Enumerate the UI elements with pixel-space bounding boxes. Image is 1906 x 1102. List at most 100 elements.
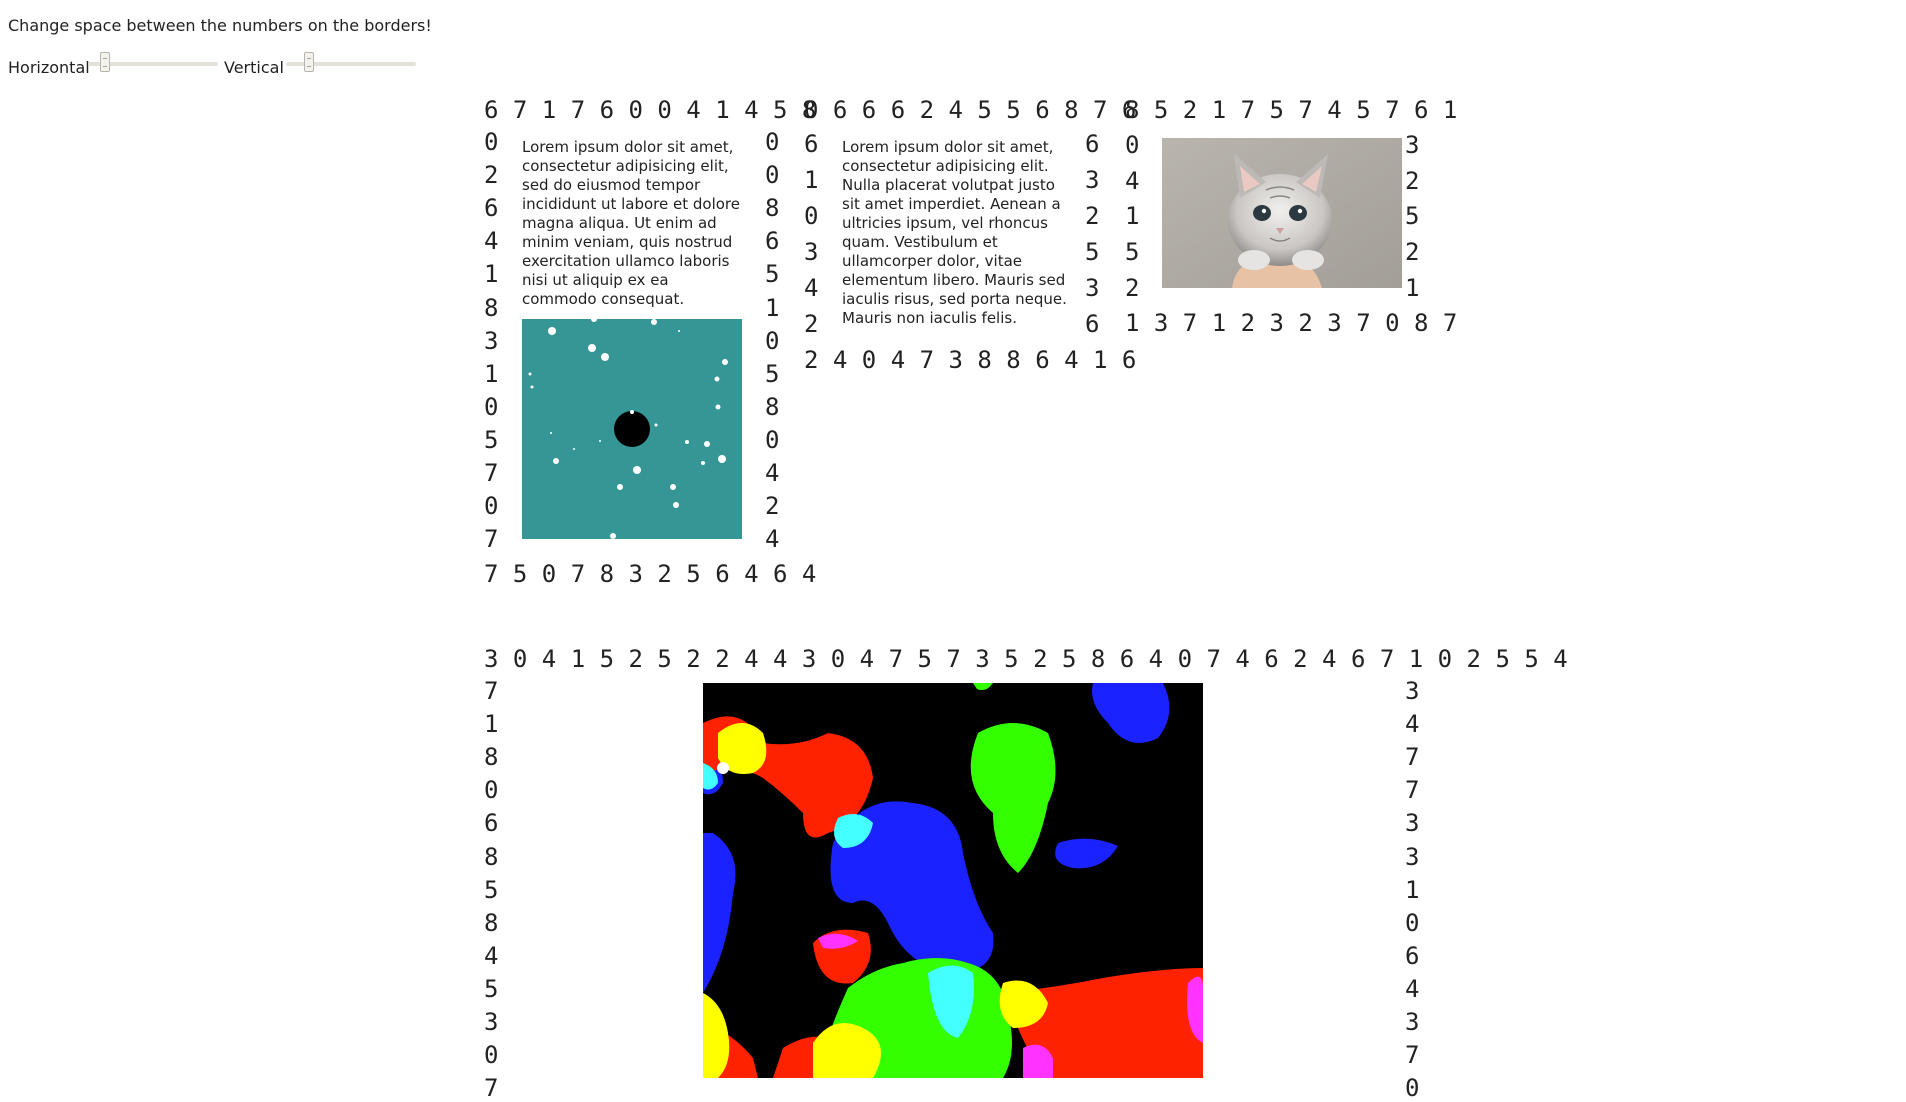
border-digit: 0 [1125,131,1140,159]
vertical-slider[interactable] [286,52,416,72]
border-digit: 3 [1405,131,1420,159]
border-digit: 4 [1125,166,1140,195]
border-digit: 6 [484,809,499,838]
border-digit: 0 [765,425,780,454]
border-digit: 7 [484,525,499,554]
border-digit: 3 [1085,274,1100,302]
border-digit: 6 [804,130,819,158]
box1-lorem-text: Lorem ipsum dolor sit amet, consectetur … [522,138,740,308]
border-digit: 3 [1085,166,1100,194]
border-digit: 5 [484,974,499,1003]
border-digit: 1 [804,166,819,194]
border-digit: 8 [484,743,499,772]
box3-bottom-border-numbers: 1 3 7 1 2 3 2 3 7 0 8 7 [1125,309,1458,337]
box1-right-border-numbers: 0 0 8 6 5 1 0 5 8 0 4 2 4 [765,128,785,554]
border-digit: 4 [765,525,780,554]
box4-top-border-numbers: 3 0 4 1 5 2 5 2 2 4 4 3 0 4 7 5 7 3 5 2 … [484,645,1568,673]
kitten-illustration [1162,138,1402,288]
border-digit: 1 [765,293,780,322]
vertical-label: Vertical [224,58,284,77]
border-digit: 3 [1405,1008,1420,1036]
border-digit: 3 [804,238,819,266]
border-digit: 0 [765,326,780,355]
border-digit: 5 [765,359,780,388]
horizontal-slider-thumb[interactable] [100,52,110,72]
border-digit: 4 [484,227,499,256]
border-digit: 1 [484,710,499,739]
horizontal-label: Horizontal [8,58,90,77]
blobs-graphic [703,683,1203,1078]
kitten-photo [1162,138,1402,288]
border-digit: 3 [1405,842,1420,871]
border-digit: 6 [1085,130,1100,158]
border-digit: 6 [484,194,499,223]
box2-right-border-numbers: 6 3 2 5 3 6 [1085,130,1105,336]
border-digit: 8 [484,293,499,322]
border-digit: 0 [1405,908,1420,937]
box2-left-border-numbers: 6 1 0 3 4 2 [804,130,824,336]
border-digit: 3 [484,326,499,355]
color-blobs-canvas [703,683,1203,1078]
border-digit: 7 [1405,743,1420,772]
border-digit: 0 [765,128,780,156]
border-digit: 7 [1405,1041,1420,1070]
border-digit: 2 [1405,238,1420,267]
box1-bottom-border-numbers: 7 5 0 7 8 3 2 5 6 4 6 4 [484,560,817,588]
horizontal-slider[interactable] [88,52,218,72]
border-digit: 8 [765,194,780,223]
border-digit: 1 [484,260,499,289]
border-digit: 4 [765,459,780,487]
border-digit: 3 [1405,809,1420,838]
border-digit: 1 [1405,875,1420,904]
box2-top-border-numbers: 0 6 6 6 2 4 5 5 6 8 7 6 [804,96,1137,124]
border-digit: 5 [1405,202,1420,231]
teal-starfield-canvas [522,319,742,539]
starfield-graphic [528,319,728,539]
border-digit: 6 [1405,941,1420,970]
border-digit: 5 [484,875,499,904]
box2-lorem-text: Lorem ipsum dolor sit amet, consectetur … [842,138,1067,327]
border-digit: 4 [804,274,819,302]
border-digit: 0 [484,1041,499,1070]
border-digit: 0 [484,776,499,805]
box1-left-border-numbers: 0 2 6 4 1 8 3 1 0 5 7 0 7 [484,128,504,554]
border-digit: 2 [1085,202,1100,230]
border-digit: 7 [1405,776,1420,805]
border-digit: 7 [484,677,499,705]
border-digit: 2 [804,310,819,338]
border-digit: 5 [484,425,499,454]
box4-left-border-numbers: 7 1 8 0 6 8 5 8 4 5 3 0 7 [484,677,504,1100]
border-digit: 0 [484,128,499,156]
box4-right-border-numbers: 3 4 7 7 3 3 1 0 6 4 3 7 0 [1405,677,1425,1100]
instruction-text: Change space between the numbers on the … [8,16,432,35]
border-digit: 0 [804,202,819,230]
border-digit: 7 [484,1074,499,1102]
border-digit: 5 [765,260,780,289]
box3-left-border-numbers: 0 4 1 5 2 [1125,131,1145,300]
border-digit: 8 [484,908,499,937]
border-digit: 1 [484,359,499,388]
border-digit: 7 [484,459,499,487]
border-digit: 0 [484,392,499,421]
border-digit: 8 [765,392,780,421]
vertical-slider-thumb[interactable] [304,52,314,72]
border-digit: 6 [765,227,780,256]
border-digit: 4 [484,941,499,970]
border-digit: 0 [765,161,780,190]
border-digit: 2 [1405,166,1420,195]
border-digit: 8 [484,842,499,871]
border-digit: 3 [1405,677,1420,705]
border-digit: 0 [1405,1074,1420,1102]
border-digit: 4 [1405,974,1420,1003]
border-digit: 2 [1125,273,1140,302]
box1-top-border-numbers: 6 7 1 7 6 0 0 4 1 4 5 8 [484,96,817,124]
border-digit: 2 [484,161,499,190]
box2-bottom-border-numbers: 2 4 0 4 7 3 8 8 6 4 1 6 [804,346,1137,374]
border-digit: 1 [1125,202,1140,231]
border-digit: 4 [1405,710,1420,739]
box3-top-border-numbers: 8 5 2 1 7 5 7 4 5 7 6 1 [1125,96,1458,124]
box3-right-border-numbers: 3 2 5 2 1 [1405,131,1425,300]
border-digit: 2 [765,492,780,521]
border-digit: 3 [484,1008,499,1036]
border-digit: 0 [484,492,499,521]
